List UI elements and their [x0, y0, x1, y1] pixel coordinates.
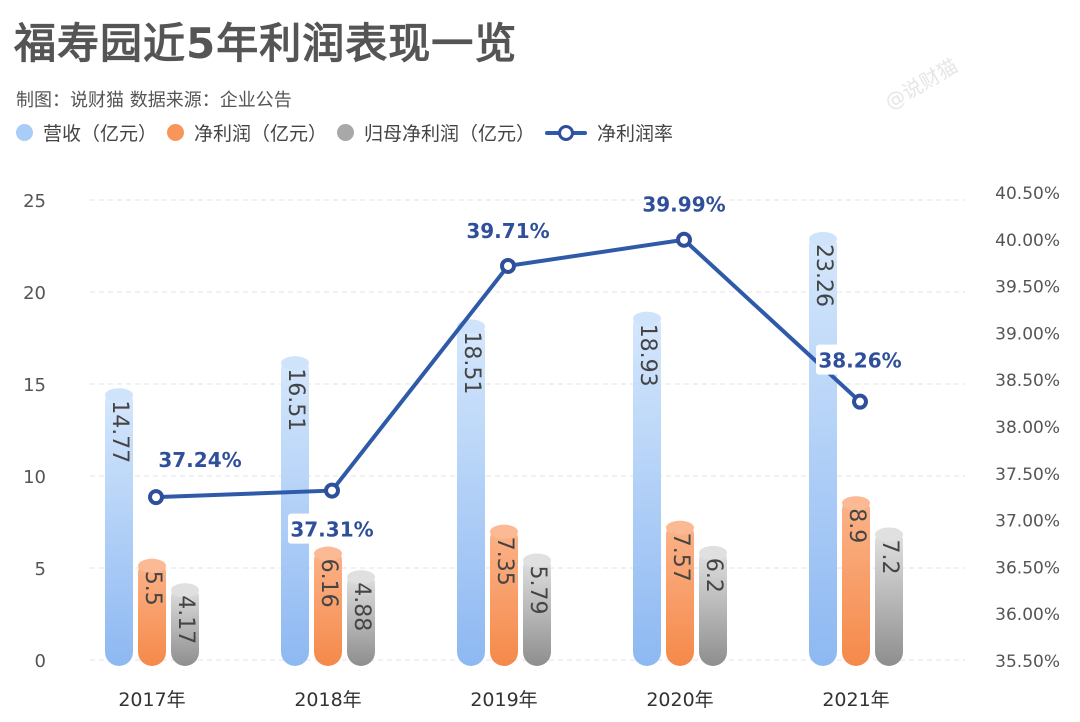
- bar-value-label: 7.2: [877, 540, 902, 575]
- right-axis-tick: 38.00%: [995, 418, 1060, 438]
- revenue-bar: [457, 319, 485, 666]
- bar-value-label: 7.57: [668, 533, 693, 582]
- net-profit-bar-cap: [666, 520, 694, 535]
- legend-margin: 净利润率: [545, 119, 673, 146]
- bar-value-label: 16.51: [283, 368, 308, 431]
- bar-value-label: 14.77: [107, 400, 132, 463]
- legend-line-marker-icon: [545, 124, 588, 141]
- net-profit-bar-cap: [842, 496, 870, 511]
- right-axis-tick: 39.00%: [995, 324, 1060, 344]
- net-margin-label: 39.99%: [642, 193, 725, 217]
- legend-parent-profit-dot-icon: [337, 124, 355, 141]
- parent-profit-bar: [171, 583, 199, 666]
- revenue-bar-cap: [281, 356, 309, 371]
- parent-profit-bar: [699, 545, 727, 666]
- bar-value-label: 8.9: [844, 508, 869, 543]
- bar-value-label: 6.2: [701, 558, 726, 593]
- net-profit-bar-cap: [490, 524, 518, 539]
- right-axis-tick: 37.00%: [995, 512, 1060, 532]
- bar-value-label: 6.16: [316, 559, 341, 608]
- left-axis-tick: 15: [23, 375, 46, 396]
- net-profit-bar: [490, 524, 518, 666]
- left-axis-tick: 0: [35, 651, 46, 672]
- bar-value-label: 7.35: [492, 537, 517, 586]
- legend-label: 营收（亿元）: [43, 123, 158, 145]
- revenue-bar: [281, 356, 309, 666]
- bar-value-label: 5.5: [140, 571, 165, 606]
- right-axis-tick: 35.50%: [995, 652, 1060, 672]
- legend-parent-profit: 归母净利润（亿元）: [337, 119, 535, 146]
- right-axis-tick: 36.50%: [995, 558, 1060, 578]
- net-margin-point: [500, 257, 516, 274]
- net-profit-bar-cap: [138, 558, 166, 573]
- net-margin-label: 38.26%: [818, 349, 901, 373]
- parent-profit-bar-cap: [347, 570, 375, 585]
- right-axis-tick: 40.50%: [995, 184, 1060, 204]
- net-profit-bar: [314, 546, 342, 666]
- left-axis-tick: 5: [35, 559, 46, 580]
- bar-value-label: 5.79: [525, 565, 550, 614]
- legend-label: 归母净利润（亿元）: [364, 123, 536, 145]
- x-axis-tick: 2020年: [646, 689, 713, 711]
- left-axis-tick: 20: [23, 283, 46, 304]
- watermark: @说财猫: [881, 54, 962, 115]
- parent-profit-bar: [347, 570, 375, 666]
- x-axis-tick: 2021年: [822, 689, 889, 711]
- parent-profit-bar-cap: [699, 545, 727, 560]
- net-margin-label: 37.31%: [290, 518, 373, 542]
- revenue-bar: [633, 311, 661, 666]
- net-margin-point: [148, 489, 164, 506]
- parent-profit-bar: [523, 553, 551, 666]
- revenue-bar: [809, 232, 837, 667]
- parent-profit-bar-cap: [171, 583, 199, 598]
- net-profit-bar-cap: [314, 546, 342, 561]
- net-margin-label: 39.71%: [466, 219, 549, 243]
- data-label-box: [288, 513, 376, 544]
- data-label-box: [464, 214, 552, 245]
- net-margin-line: [155, 237, 862, 500]
- right-axis-tick: 38.50%: [995, 371, 1060, 391]
- x-axis-tick: 2018年: [294, 689, 361, 711]
- legend-revenue-dot-icon: [16, 124, 33, 141]
- net-profit-bar: [666, 520, 694, 666]
- revenue-bar-cap: [633, 311, 661, 326]
- net-margin-label: 37.24%: [158, 448, 241, 472]
- net-margin-point: [852, 393, 868, 410]
- data-label-box: [816, 344, 904, 375]
- net-profit-bar: [842, 496, 870, 666]
- right-axis-tick: 37.50%: [995, 465, 1060, 485]
- bar-value-label: 4.88: [349, 582, 374, 631]
- parent-profit-bar-cap: [523, 553, 551, 568]
- chart-title: 福寿园近5年利润表现一览: [14, 19, 518, 68]
- net-profit-bar: [138, 558, 166, 666]
- bar-value-label: 4.17: [173, 595, 198, 644]
- revenue-bar: [105, 388, 133, 666]
- legend-net-profit-dot-icon: [167, 124, 185, 141]
- left-axis-tick: 10: [23, 467, 46, 488]
- bar-value-label: 18.93: [635, 324, 660, 387]
- legend-label: 净利润率: [597, 123, 674, 145]
- parent-profit-bar: [875, 527, 903, 666]
- revenue-bar-cap: [105, 388, 133, 403]
- left-axis-tick: 25: [23, 191, 46, 212]
- legend: 营收（亿元） 净利润（亿元） 归母净利润（亿元） 净利润率: [16, 119, 683, 146]
- x-axis-tick: 2019年: [470, 689, 537, 711]
- bar-value-label: 18.51: [459, 331, 484, 394]
- legend-label: 净利润（亿元）: [194, 123, 328, 145]
- legend-revenue: 营收（亿元）: [16, 119, 157, 146]
- data-label-box: [156, 444, 244, 475]
- right-axis-tick: 39.50%: [995, 278, 1060, 298]
- right-axis-tick: 40.00%: [995, 231, 1060, 251]
- right-axis-tick: 36.00%: [995, 605, 1060, 625]
- revenue-bar-cap: [809, 232, 837, 247]
- net-margin-point: [676, 231, 692, 248]
- x-axis-tick: 2017年: [118, 689, 185, 711]
- bar-value-label: 23.26: [811, 244, 836, 307]
- parent-profit-bar-cap: [875, 527, 903, 542]
- chart-subtitle: 制图：说财猫 数据来源：企业公告: [16, 90, 292, 111]
- data-label-box: [640, 188, 728, 219]
- legend-net-profit: 净利润（亿元）: [167, 119, 327, 146]
- net-margin-point: [324, 482, 340, 499]
